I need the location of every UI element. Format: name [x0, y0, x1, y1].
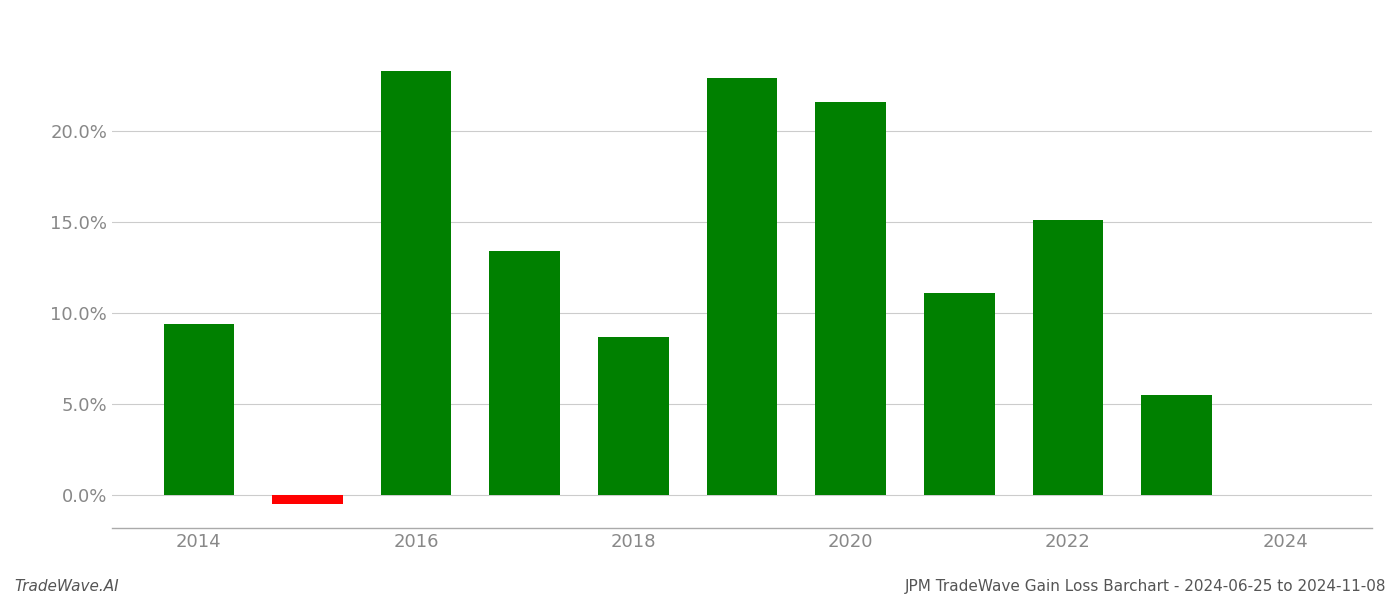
Bar: [598, 337, 669, 495]
Bar: [707, 78, 777, 495]
Bar: [1033, 220, 1103, 495]
Bar: [490, 251, 560, 495]
Bar: [164, 324, 234, 495]
Bar: [924, 293, 994, 495]
Bar: [1141, 395, 1212, 495]
Text: TradeWave.AI: TradeWave.AI: [14, 579, 119, 594]
Text: JPM TradeWave Gain Loss Barchart - 2024-06-25 to 2024-11-08: JPM TradeWave Gain Loss Barchart - 2024-…: [904, 579, 1386, 594]
Bar: [272, 495, 343, 505]
Bar: [815, 102, 886, 495]
Bar: [381, 71, 451, 495]
